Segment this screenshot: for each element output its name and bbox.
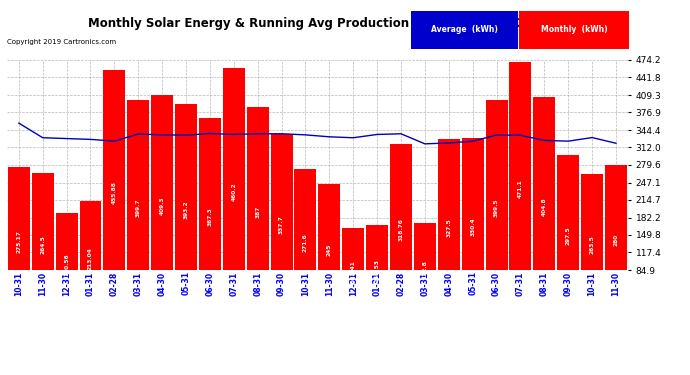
Text: 275.17: 275.17 xyxy=(17,230,21,253)
Text: 168.53: 168.53 xyxy=(375,259,380,282)
Text: Average  (kWh): Average (kWh) xyxy=(431,26,497,34)
Text: Monthly Solar Energy & Running Avg Production Wed Dec 11 16:26: Monthly Solar Energy & Running Avg Produ… xyxy=(88,17,533,30)
Text: 399.5: 399.5 xyxy=(494,199,499,217)
Bar xyxy=(318,184,340,316)
Text: 399.7: 399.7 xyxy=(136,199,141,217)
Bar xyxy=(247,107,268,316)
Bar xyxy=(437,139,460,316)
Bar xyxy=(56,213,77,316)
Bar xyxy=(104,70,126,316)
Bar xyxy=(270,134,293,316)
Bar xyxy=(390,144,412,316)
Text: 271.6: 271.6 xyxy=(303,233,308,252)
Text: 172.8: 172.8 xyxy=(422,260,427,279)
Bar xyxy=(127,100,149,316)
Text: 162.41: 162.41 xyxy=(351,261,356,284)
Text: 318.76: 318.76 xyxy=(399,218,404,241)
Bar xyxy=(414,223,436,316)
Text: 280: 280 xyxy=(613,234,618,246)
Text: 190.56: 190.56 xyxy=(64,253,69,276)
Bar xyxy=(605,165,627,316)
Text: 409.3: 409.3 xyxy=(159,196,165,214)
Bar xyxy=(533,98,555,316)
Text: 455.88: 455.88 xyxy=(112,182,117,204)
Text: 393.2: 393.2 xyxy=(184,200,188,219)
Text: 404.8: 404.8 xyxy=(542,197,546,216)
Text: 213.04: 213.04 xyxy=(88,247,93,270)
Bar xyxy=(462,138,484,316)
Text: 297.5: 297.5 xyxy=(566,226,571,245)
Bar xyxy=(509,62,531,316)
Text: 264.5: 264.5 xyxy=(40,235,46,254)
Bar xyxy=(199,118,221,316)
Bar xyxy=(175,104,197,316)
Bar xyxy=(558,155,579,316)
Bar xyxy=(342,228,364,316)
Bar xyxy=(486,100,508,316)
Bar xyxy=(151,95,173,316)
Bar xyxy=(8,167,30,316)
Text: 367.3: 367.3 xyxy=(208,207,213,226)
Text: 387: 387 xyxy=(255,205,260,218)
Bar xyxy=(223,68,245,316)
Text: Monthly  (kWh): Monthly (kWh) xyxy=(541,26,607,34)
Text: 337.7: 337.7 xyxy=(279,215,284,234)
Bar xyxy=(32,173,54,316)
Text: Copyright 2019 Cartronics.com: Copyright 2019 Cartronics.com xyxy=(7,39,116,45)
Text: 471.1: 471.1 xyxy=(518,179,523,198)
Text: 327.5: 327.5 xyxy=(446,218,451,237)
Text: 263.5: 263.5 xyxy=(589,236,595,254)
Bar xyxy=(79,201,101,316)
Text: 460.2: 460.2 xyxy=(231,182,236,201)
Bar xyxy=(366,225,388,316)
Text: 330.4: 330.4 xyxy=(470,217,475,236)
Text: 245: 245 xyxy=(327,243,332,256)
Bar xyxy=(581,174,603,316)
Bar xyxy=(295,169,317,316)
